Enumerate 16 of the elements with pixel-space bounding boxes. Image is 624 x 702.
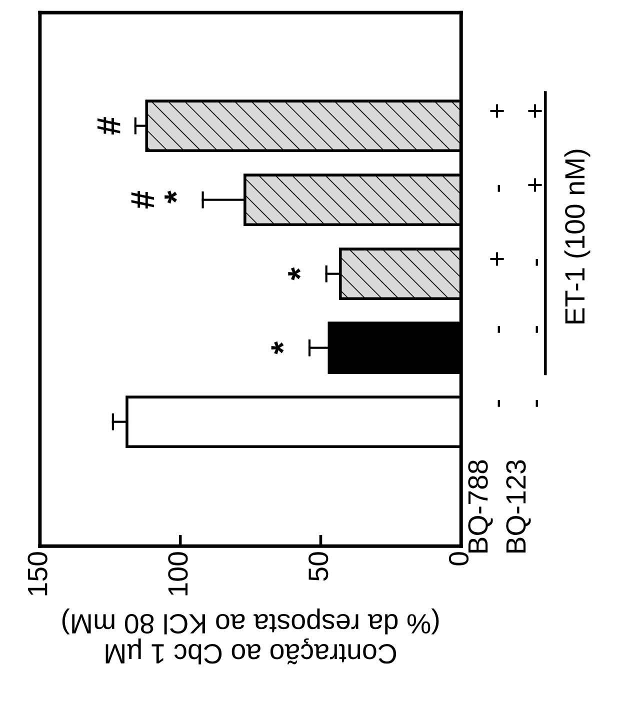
annotation: # *: [131, 190, 178, 209]
text: ET-1 (100 nM): [564, 150, 590, 324]
x-tick-label: 150: [28, 552, 48, 596]
y-tick-label: + -: [490, 252, 538, 266]
y-tick-label: + +: [490, 104, 542, 118]
category-label: - -: [498, 326, 538, 333]
annotation: #: [97, 117, 120, 135]
x-tick-label: 100: [168, 552, 188, 596]
category-label: - -: [498, 400, 538, 407]
x-tick-label: 50: [308, 552, 328, 581]
x-axis-title: Contração ao Cbc 1 µM (% da resposta ao KCl 80 mM): [62, 608, 439, 664]
annotation: *: [288, 267, 301, 280]
annotation: *: [271, 341, 284, 354]
text: BQ-788 BQ-123: [468, 460, 531, 553]
x-tick-label: 0: [448, 552, 469, 566]
y-tick-label: - +: [498, 178, 542, 192]
